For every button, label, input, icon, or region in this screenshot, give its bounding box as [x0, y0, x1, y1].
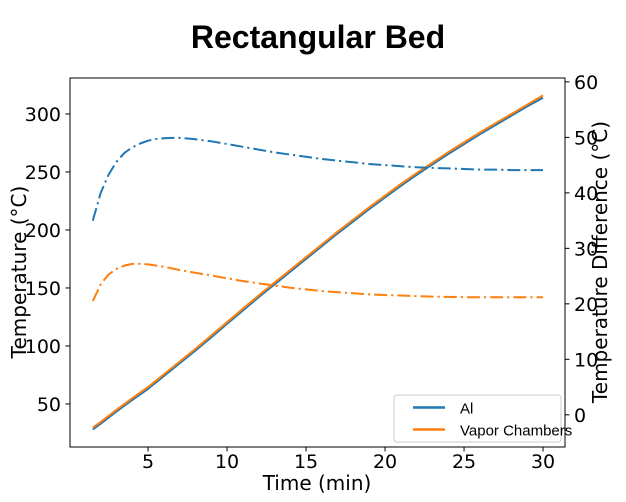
left-y-tick-label: 300 [25, 104, 61, 126]
x-tick-label: 25 [452, 451, 476, 473]
left-y-axis-label: Temperature (°C) [7, 186, 31, 360]
series-al-temperature-difference [91, 136, 543, 221]
x-tick-label: 20 [373, 451, 397, 473]
x-tick-label: 10 [215, 451, 239, 473]
chart-title: Rectangular Bed [191, 19, 445, 55]
series-vapor-chambers-temperature-difference [91, 262, 543, 302]
left-y-tick-label: 250 [25, 162, 61, 184]
right-y-tick-label: 50 [574, 127, 598, 149]
right-y-tick-label: 10 [574, 349, 598, 371]
left-y-axis-ticks: 50 100 150 200 250 300 [25, 104, 70, 416]
right-y-tick-label: 0 [574, 405, 586, 427]
x-tick-label: 15 [294, 451, 318, 473]
x-tick-label: 30 [531, 451, 555, 473]
x-tick-label: 5 [142, 451, 154, 473]
series-vapor-chambers-temperature [92, 94, 544, 429]
series-al-temperature [92, 96, 544, 431]
right-y-tick-label: 60 [574, 72, 598, 94]
left-y-tick-label: 150 [25, 278, 61, 300]
legend: Al Vapor Chambers [393, 394, 572, 443]
series-lines [91, 94, 544, 431]
left-y-tick-label: 200 [25, 220, 61, 242]
right-y-tick-label: 30 [574, 238, 598, 260]
right-y-axis-label: Temperature Difference (°C) [588, 121, 612, 404]
legend-label-al: Al [460, 401, 473, 418]
x-axis-ticks: 5 10 15 20 25 30 [142, 447, 555, 473]
legend-label-vapor-chambers: Vapor Chambers [460, 423, 572, 440]
x-axis-label: Time (min) [262, 471, 372, 495]
left-y-tick-label: 50 [37, 394, 61, 416]
right-y-tick-label: 20 [574, 294, 598, 316]
right-y-tick-label: 40 [574, 183, 598, 205]
right-y-axis-ticks: 0 10 20 30 40 50 60 [565, 72, 598, 427]
left-y-tick-label: 100 [25, 336, 61, 358]
plot-area-border [69, 77, 566, 448]
